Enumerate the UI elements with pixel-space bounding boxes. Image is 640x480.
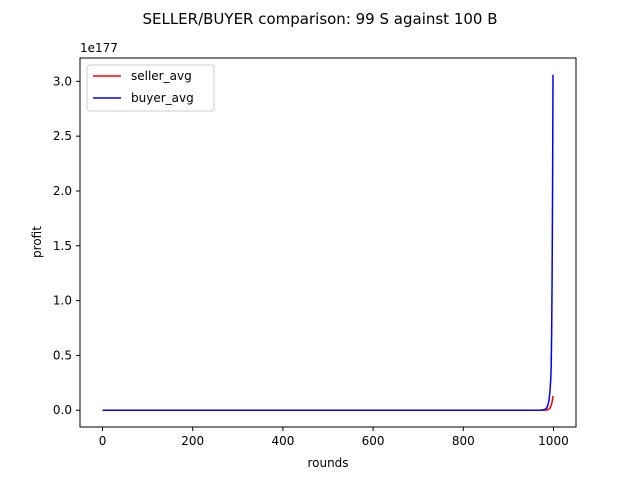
y-tick-label: 1.5 <box>53 239 72 253</box>
y-tick-label: 2.0 <box>53 184 72 198</box>
y-offset-label: 1e177 <box>80 41 118 55</box>
y-tick-label: 3.0 <box>53 74 72 88</box>
x-tick-label: 200 <box>181 434 204 448</box>
x-tick-label: 400 <box>271 434 294 448</box>
x-axis-label: rounds <box>307 456 348 470</box>
y-tick-label: 0.5 <box>53 348 72 362</box>
y-tick-label: 1.0 <box>53 294 72 308</box>
x-tick-label: 600 <box>362 434 385 448</box>
legend-label-buyer: buyer_avg <box>131 91 194 105</box>
y-tick-label: 0.0 <box>53 403 72 417</box>
plot-lines <box>102 74 554 411</box>
x-tick-label: 0 <box>99 434 107 448</box>
chart-title: SELLER/BUYER comparison: 99 S against 10… <box>142 10 497 28</box>
series-line-seller_avg <box>102 395 554 411</box>
y-axis-ticks: 0.0 0.5 1.0 1.5 2.0 2.5 3.0 <box>53 74 80 417</box>
x-tick-label: 1000 <box>538 434 569 448</box>
legend: seller_avg buyer_avg <box>86 64 215 112</box>
y-axis-label: profit <box>30 226 44 258</box>
x-tick-label: 800 <box>452 434 475 448</box>
y-tick-label: 2.5 <box>53 129 72 143</box>
plot-frame <box>79 57 577 428</box>
series-line-buyer_avg <box>102 74 554 411</box>
legend-label-seller: seller_avg <box>131 69 192 83</box>
x-axis-ticks: 0 200 400 600 800 1000 <box>99 427 569 448</box>
